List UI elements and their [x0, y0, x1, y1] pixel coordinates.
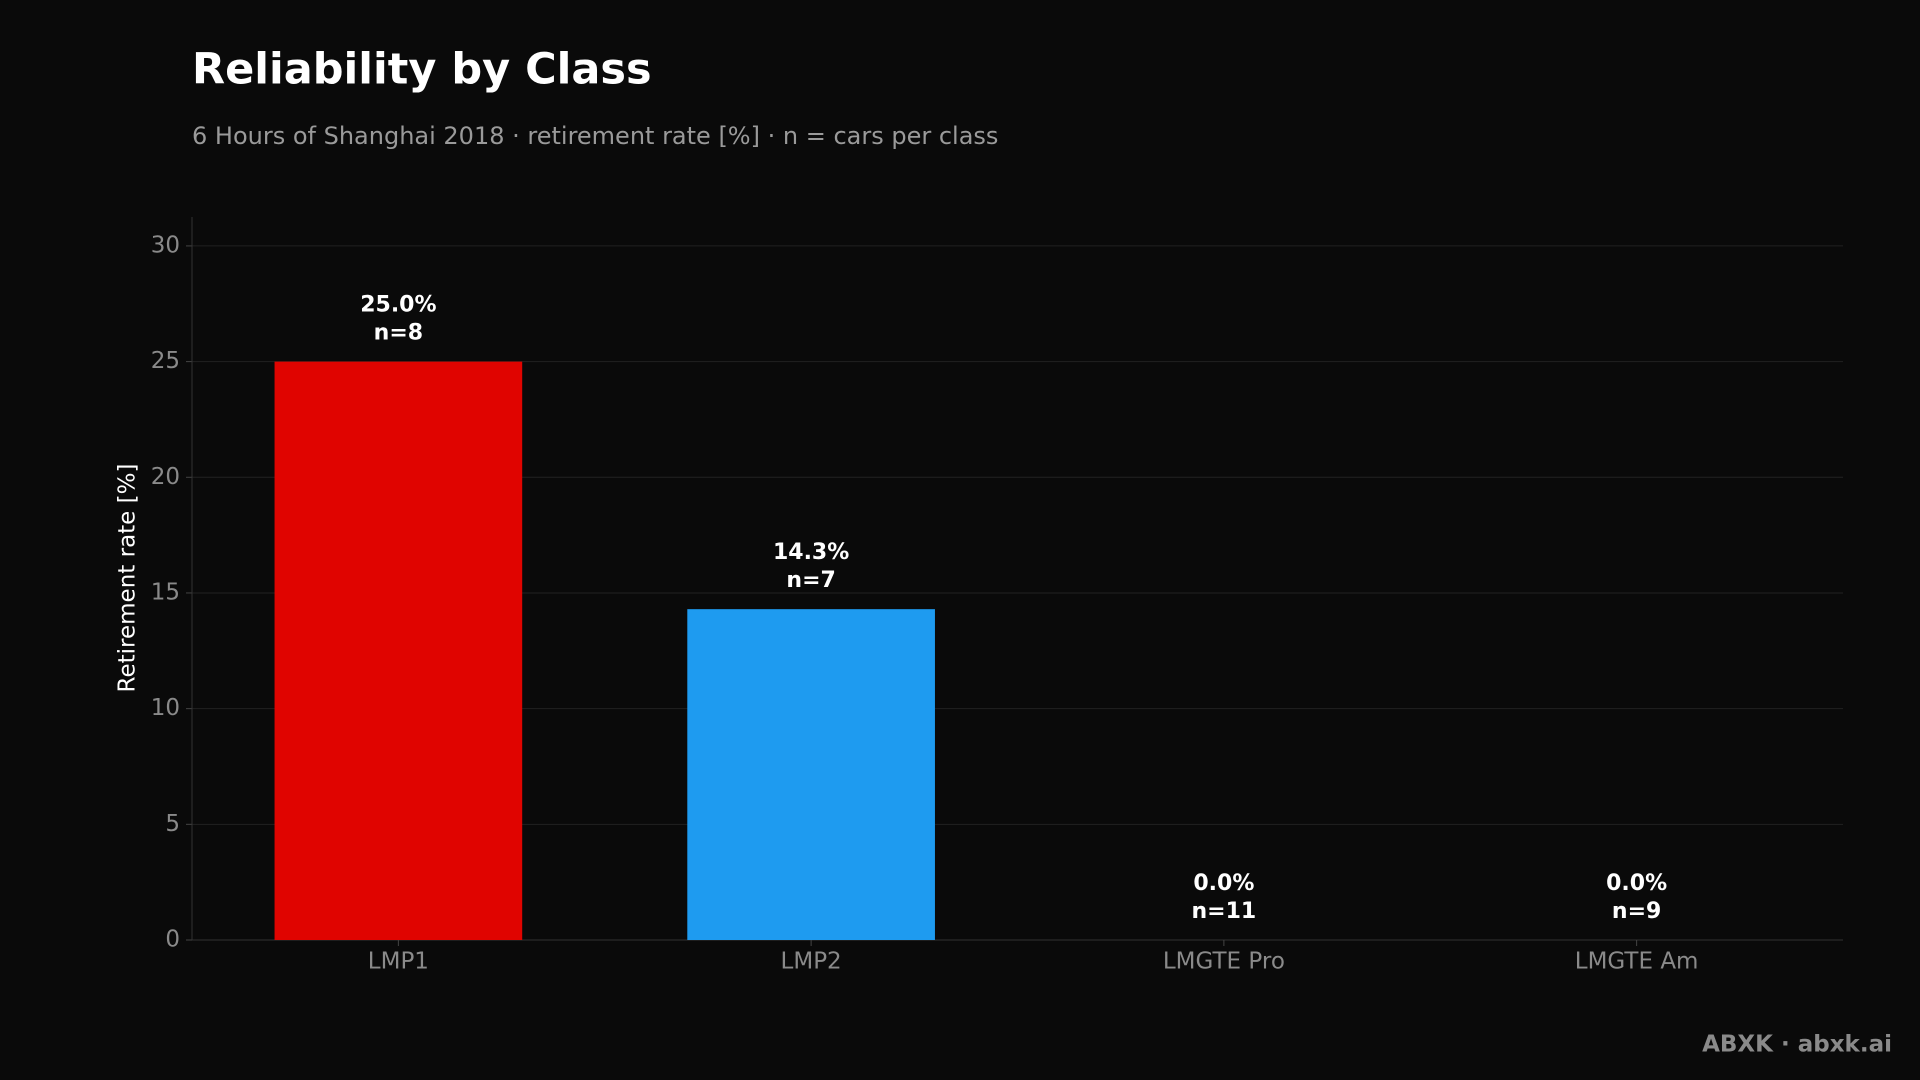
value-label: 0.0% [1193, 871, 1254, 896]
chart-title: Reliability by Class [192, 45, 652, 95]
y-tick-label: 15 [151, 579, 180, 605]
x-tick-label: LMP1 [368, 949, 429, 975]
footer: ABXK · abxk.ai [1702, 1032, 1892, 1058]
y-tick-label: 5 [165, 811, 180, 837]
sample-label: n=7 [786, 568, 835, 593]
bar [274, 361, 523, 941]
value-label: 14.3% [773, 540, 849, 565]
bar [687, 609, 935, 940]
x-tick-label: LMGTE Am [1575, 949, 1699, 975]
value-label: 25.0% [360, 293, 436, 318]
y-tick-label: 0 [165, 927, 180, 953]
y-tick-label: 10 [151, 695, 180, 721]
y-tick-label: 20 [151, 464, 180, 490]
y-axis-label: Retirement rate [%] [115, 464, 141, 693]
y-tick-label: 30 [151, 232, 180, 258]
sample-label: n=9 [1612, 899, 1661, 924]
value-label: 0.0% [1606, 871, 1667, 896]
y-tick-label: 25 [151, 348, 180, 374]
chart-subtitle: 6 Hours of Shanghai 2018 · retirement ra… [192, 122, 998, 150]
x-tick-label: LMP2 [781, 949, 842, 975]
sample-label: n=8 [374, 321, 423, 346]
sample-label: n=11 [1192, 899, 1257, 924]
x-tick-label: LMGTE Pro [1163, 949, 1285, 975]
